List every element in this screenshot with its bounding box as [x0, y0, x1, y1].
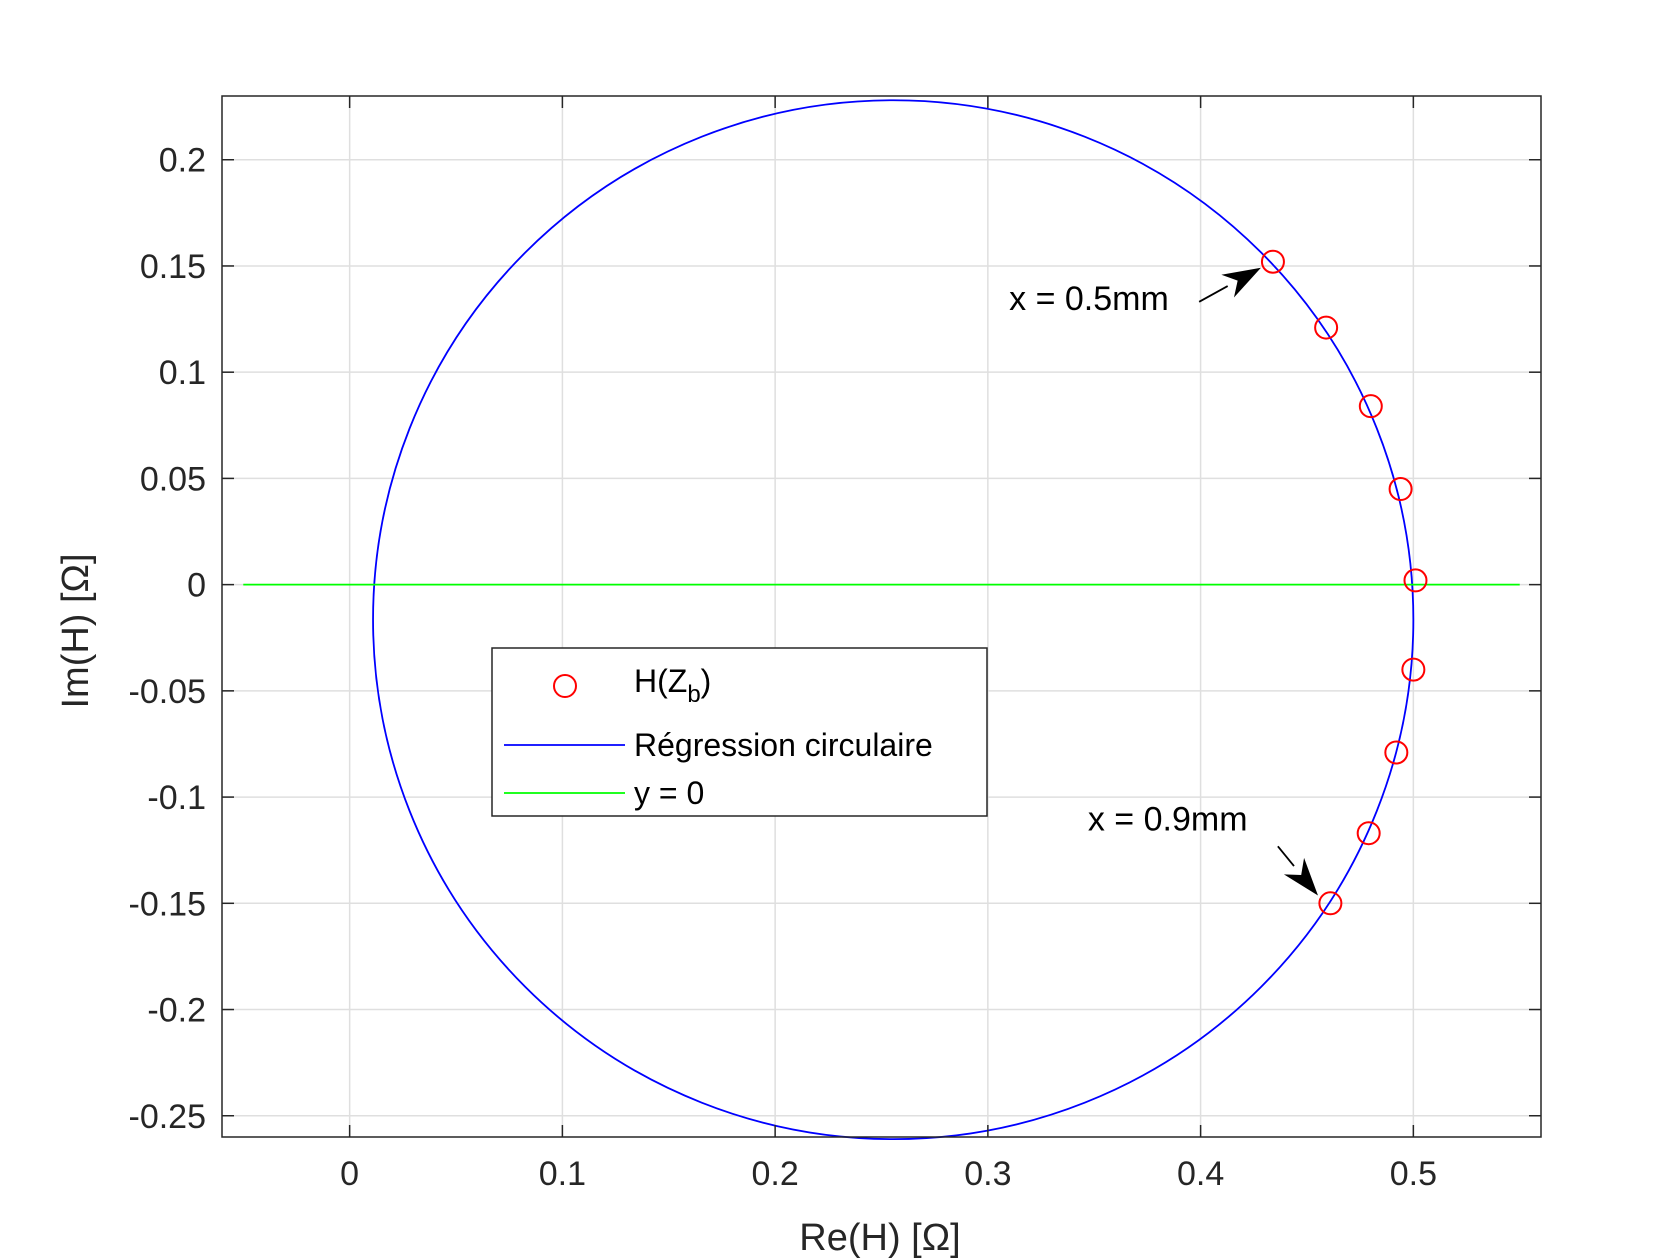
- legend-box: [491, 647, 988, 817]
- legend-label-h-zb-end: ): [701, 663, 712, 699]
- x-tick-label-0: 0: [340, 1155, 359, 1193]
- y-tick-label-9: -0.25: [129, 1098, 207, 1136]
- data-point-0: [1260, 249, 1285, 274]
- y-tick-label-0: 0.2: [159, 142, 206, 180]
- y-tick-label-3: 0.05: [140, 460, 206, 498]
- legend-label-h-zb: H(Zb): [634, 663, 711, 708]
- axes: 0 0.1 0.2 0.3 0.4 0.5 0.2 0.15 0.1 0.05 0 -0.05 -0.1…: [129, 95, 1542, 1193]
- data-point-7: [1356, 821, 1381, 846]
- x-tick-label-4: 0.4: [1177, 1155, 1224, 1193]
- x-tick-label-1: 0.1: [539, 1155, 586, 1193]
- legend-label-h-zb-sub: b: [687, 681, 700, 708]
- annotation-arrow-0-shaft: [1198, 285, 1229, 303]
- x-tick-label-5: 0.5: [1390, 1155, 1437, 1193]
- annotation-arrow-0: [1198, 267, 1261, 303]
- data-point-1: [1314, 315, 1339, 340]
- plot-content: [243, 99, 1520, 1141]
- annotation-label-0: x = 0.5mm: [1009, 280, 1169, 318]
- data-point-2: [1358, 394, 1383, 419]
- y-tick-label-5: -0.05: [129, 673, 207, 711]
- legend-label-y0: y = 0: [634, 775, 704, 811]
- y-tick-label-8: -0.2: [147, 992, 206, 1030]
- x-tick-label-3: 0.3: [964, 1155, 1011, 1193]
- annotation-arrow-1-shaft: [1277, 845, 1295, 867]
- annotation-label-1: x = 0.9mm: [1088, 800, 1248, 838]
- data-point-5: [1401, 657, 1426, 682]
- annotation-arrow-1-head: [1283, 857, 1319, 896]
- series-regression-circle: [372, 99, 1415, 1141]
- x-axis-label: Re(H) [Ω]: [799, 1217, 960, 1259]
- y-tick-label-7: -0.15: [129, 885, 207, 923]
- y-tick-label-4: 0: [187, 567, 206, 605]
- annotation-arrow-1: [1277, 845, 1319, 896]
- y-tick-label-6: -0.1: [147, 779, 206, 817]
- annotation-arrow-0-head: [1221, 267, 1261, 298]
- legend-label-regression: Régression circulaire: [634, 727, 933, 763]
- y-tick-label-1: 0.15: [140, 248, 206, 286]
- legend: H(Zb) Régression circulaire y = 0: [491, 647, 988, 817]
- x-tick-label-2: 0.2: [751, 1155, 798, 1193]
- legend-label-h-zb-main: H(Z: [634, 663, 687, 699]
- y-axis-label: Im(H) [Ω]: [55, 553, 97, 708]
- legend-marker-h-zb: [553, 674, 577, 698]
- plot-frame: [221, 95, 1542, 1138]
- y-tick-label-2: 0.1: [159, 354, 206, 392]
- data-point-8: [1318, 891, 1343, 916]
- data-point-6: [1384, 740, 1409, 765]
- annotations: x = 0.5mm x = 0.9mm: [1009, 267, 1319, 896]
- data-point-4: [1403, 568, 1428, 593]
- data-point-3: [1388, 477, 1413, 502]
